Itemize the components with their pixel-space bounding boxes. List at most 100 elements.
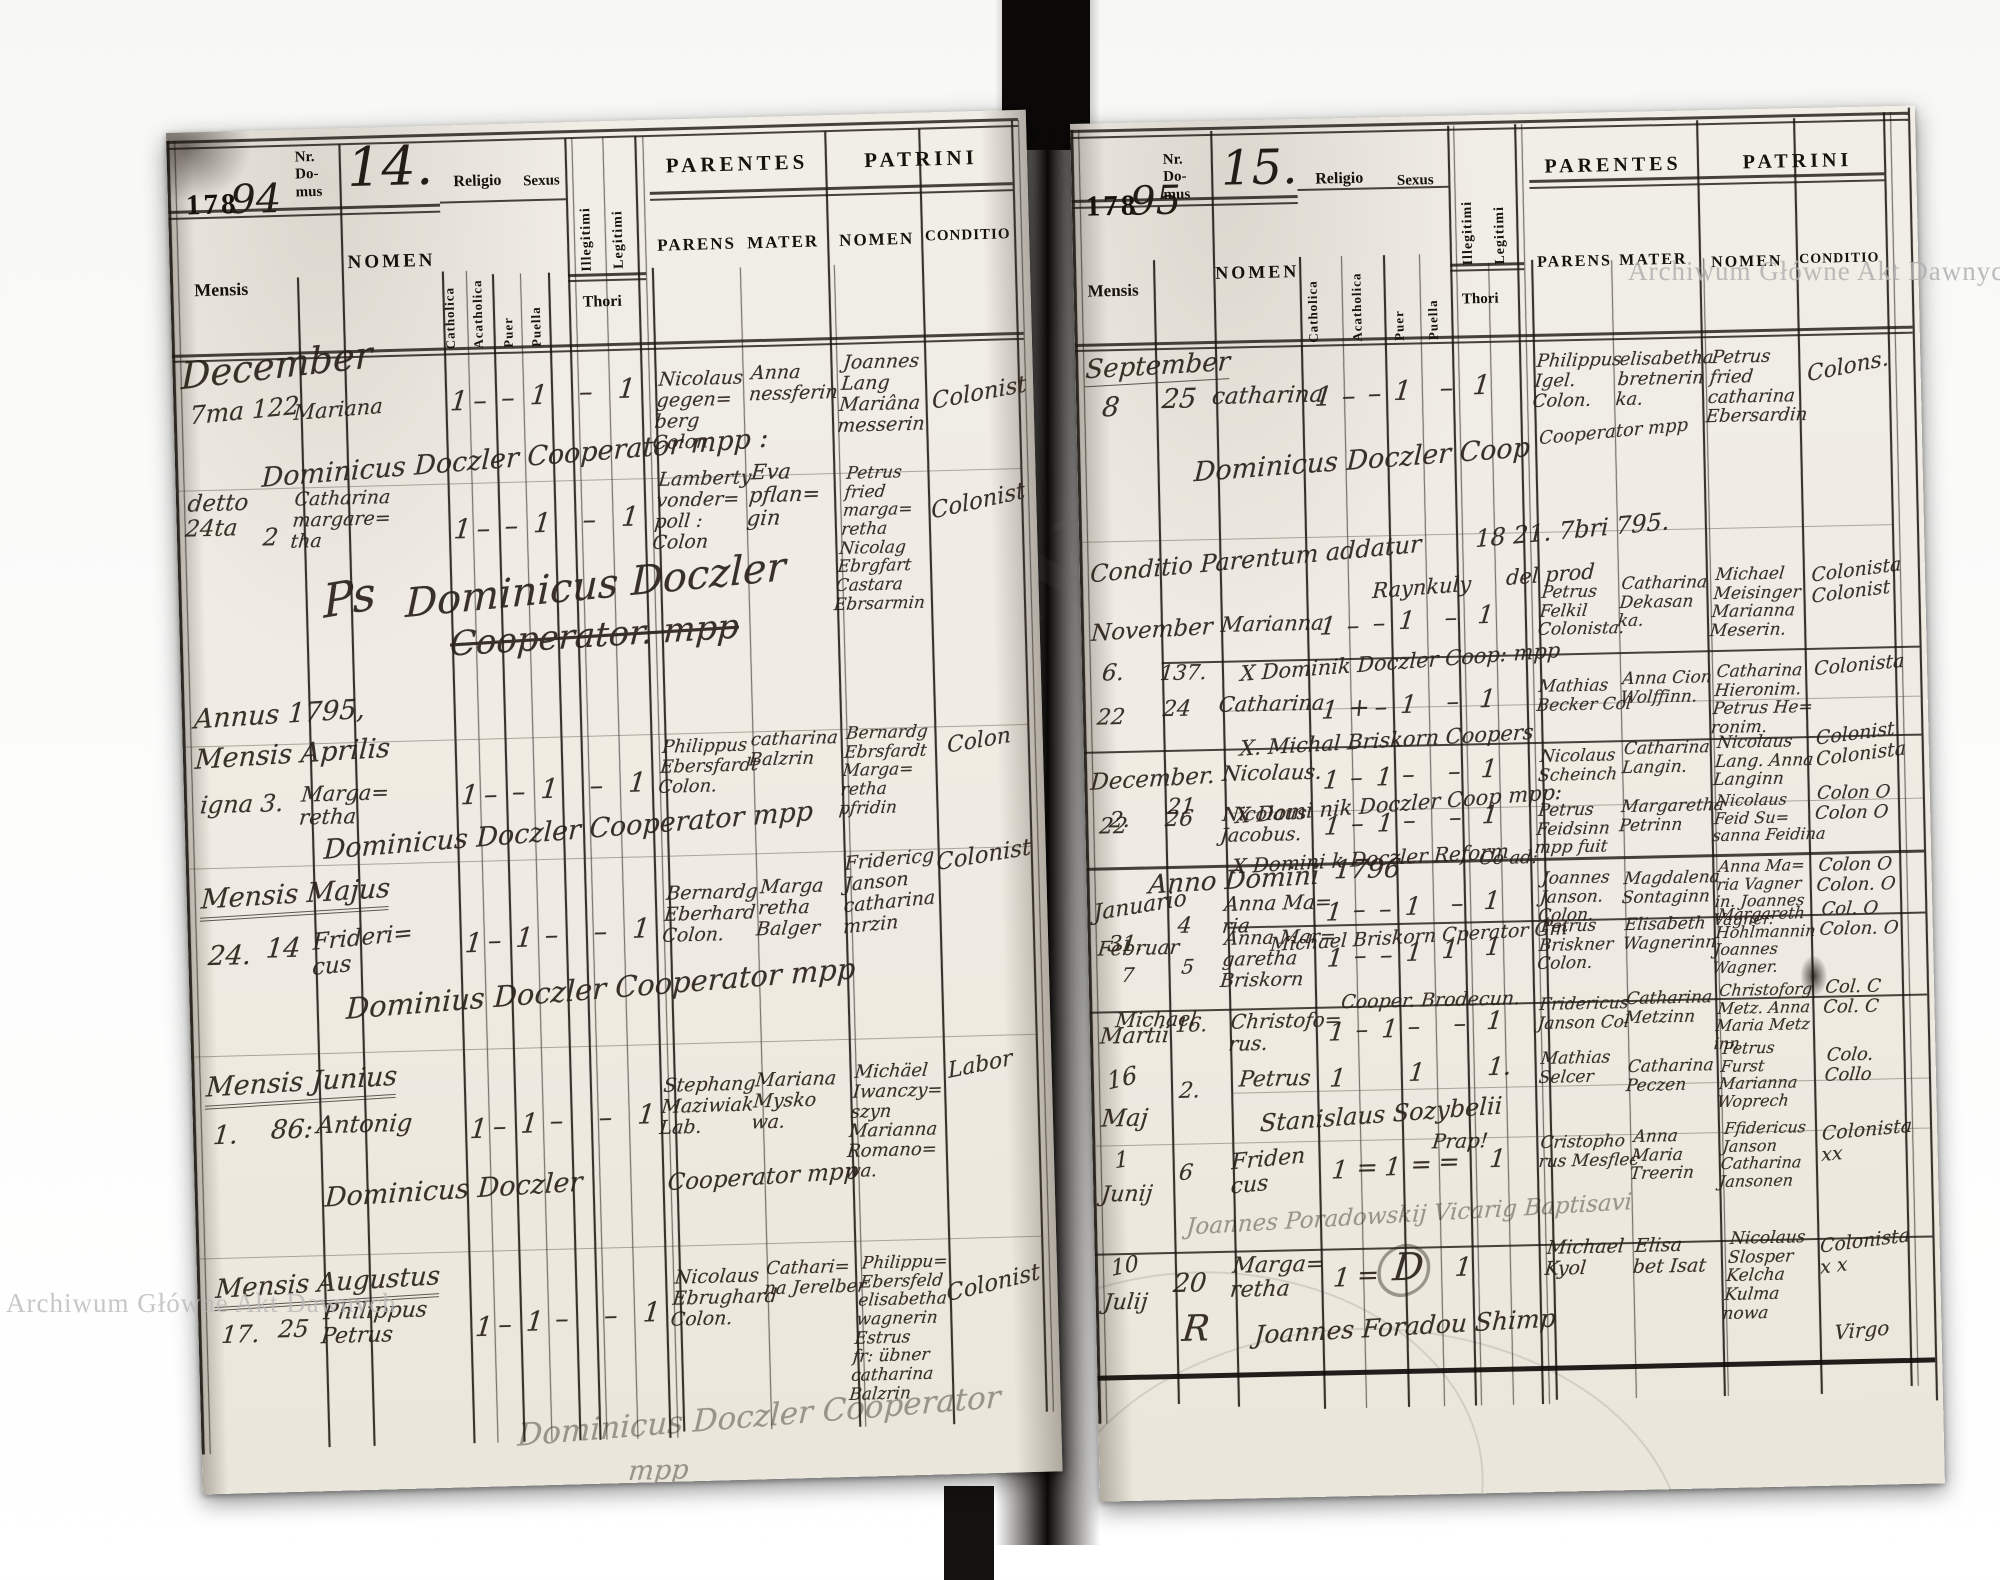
handwriting-entry: 7 <box>1120 962 1136 988</box>
handwriting-entry: – <box>1349 808 1366 839</box>
handwriting-entry: 1 <box>1453 1252 1474 1283</box>
handwriting-entry: 1 <box>1479 753 1499 784</box>
handwriting-entry: – <box>553 1303 571 1335</box>
row-rule <box>649 182 1013 195</box>
sexus-header: Sexus <box>522 172 560 190</box>
handwriting-entry: 18 21. 7bri 795. <box>1474 507 1670 554</box>
handwriting-entry: 1 <box>473 1311 495 1344</box>
handwriting-entry: Stephang Maziwiak Lab. <box>658 1072 757 1139</box>
handwriting-entry: Ps <box>321 565 377 629</box>
handwriting-entry: 6. <box>1100 659 1126 687</box>
patrini-nomen-header: NOMEN <box>838 228 915 250</box>
handwriting-entry: 1 <box>1485 1005 1505 1036</box>
handwriting-entry: Co ad: <box>1478 846 1539 870</box>
handwriting-entry: Martii <box>1098 1023 1171 1050</box>
handwriting-entry: Ffidericus Janson Catharina Jansonen <box>1718 1117 1808 1191</box>
handwriting-entry: Colonist <box>935 834 1032 877</box>
handwriting-entry: – <box>496 1309 514 1341</box>
register-page-right: 17895 Nr. Do- mus 15. NOMEN Mensis Relig… <box>1070 105 1945 1502</box>
handwriting-entry: Catharina margare= tha <box>289 486 392 553</box>
handwriting-entry: 1 <box>1313 381 1334 413</box>
handwriting-entry: 24. <box>206 939 253 973</box>
handwriting-entry: Mensis Majus <box>199 873 391 922</box>
handwriting-entry: Dominicus Doczler Cooperator mpp <box>323 795 814 866</box>
handwriting-entry: 1 <box>1476 599 1496 630</box>
handwriting-entry: 1 <box>1325 943 1345 973</box>
handwriting-entry: 1 <box>1321 765 1341 795</box>
handwriting-entry: – <box>482 779 500 811</box>
religio-header: Religio <box>453 171 502 191</box>
handwriting-entry: 1 <box>1478 683 1498 714</box>
handwriting-entry: September <box>1084 346 1232 387</box>
parentes-header: PARENTES <box>665 149 809 178</box>
folio-number: 15. <box>1220 139 1298 197</box>
handwriting-entry: – <box>1351 894 1368 925</box>
handwriting-entry: Virgo <box>1834 1315 1890 1345</box>
year-handwritten: 94 <box>229 176 282 224</box>
handwriting-entry: Mathias Selcer <box>1537 1047 1612 1088</box>
handwriting-entry: 1 <box>620 501 641 533</box>
handwriting-entry: Nicolaus Lang. Anna Langinn <box>1712 731 1815 791</box>
handwriting-entry: 2. <box>1177 1078 1202 1104</box>
handwriting-entry: 1 <box>1318 611 1338 641</box>
religio-header: Religio <box>1315 169 1364 188</box>
nomen-header: NOMEN <box>347 249 436 274</box>
handwriting-entry: 1 <box>1330 1155 1350 1185</box>
handwriting-entry: Dominicus Doczler Coop <box>1193 432 1531 489</box>
handwriting-entry: igna 3. <box>198 789 285 820</box>
handwriting-entry: 137. <box>1158 660 1209 686</box>
handwriting-entry: 1 <box>519 1108 540 1140</box>
handwriting-entry: Bernardg Ebrsfardt Marga= retha pfridin <box>838 721 929 819</box>
handwriting-entry: – <box>499 382 517 415</box>
handwriting-entry: Nicolaus Feid Su= sanna Feidina <box>1711 789 1827 846</box>
handwriting-entry: Lamberty vonder= poll : Colon <box>651 466 753 554</box>
handwriting-entry: 1 <box>1440 934 1460 965</box>
handwriting-entry: Antonig <box>315 1108 414 1140</box>
handwriting-entry: 1 <box>1399 689 1419 719</box>
handwriting-entry: December <box>180 332 373 399</box>
handwriting-entry: 1 <box>1397 605 1417 635</box>
handwriting-entry: – <box>1406 1011 1422 1041</box>
nomen-header: NOMEN <box>1215 261 1300 283</box>
handwriting-entry: 17. <box>220 1319 262 1349</box>
handwriting-entry: Michael Kyol <box>1543 1235 1626 1280</box>
handwriting-entry: 1. <box>211 1120 240 1152</box>
handwriting-entry: Petrus fried catharina Ebersardin <box>1704 345 1809 428</box>
handwriting-entry: Magdalena Sontaginn <box>1620 866 1721 908</box>
puer-column-header: Puer <box>1391 309 1407 342</box>
illegitimi-column-header: Illegitimi <box>1459 200 1477 266</box>
handwriting-entry: = <box>1409 1149 1434 1179</box>
handwriting-entry: Dominius Doczler Cooperator mpp <box>345 951 857 1026</box>
handwriting-entry: Maj <box>1100 1103 1150 1133</box>
handwriting-entry: 1 <box>1480 799 1500 830</box>
illegitimi-column-header: Illegitimi <box>578 207 595 272</box>
handwriting-entry: Christofo= rus. <box>1227 1007 1343 1056</box>
handwriting-entry: Colonist Colonista <box>1815 717 1906 771</box>
handwriting-entry: – <box>581 504 598 536</box>
handwriting-entry: Cooperator mpp <box>666 1158 860 1197</box>
handwriting-entry: Annus 1795, <box>193 693 366 736</box>
handwriting-entry: Nicolaus. <box>1221 759 1324 786</box>
handwriting-entry: Catharina <box>1217 690 1326 717</box>
handwriting-entry: Marga= retha <box>1228 1251 1326 1304</box>
handwriting-entry: Bernardg Eberhard Colon. <box>661 880 759 947</box>
handwriting-entry: 1 <box>631 913 652 945</box>
handwriting-entry: mpp <box>626 1454 691 1488</box>
handwriting-entry: 1 <box>1375 808 1395 838</box>
handwriting-entry: Philippus Igel. Colon. <box>1531 348 1623 412</box>
handwriting-entry: X Dominik Doczler Coop: mpp <box>1239 637 1561 686</box>
handwriting-entry: Cooperator mpp <box>1538 414 1689 450</box>
handwriting-entry: – <box>471 385 489 417</box>
register-page-left: 17894 Nr. Do- mus 14. NOMEN Mensis Relig… <box>166 109 1063 1495</box>
handwriting-entry: 1 <box>1380 1014 1400 1044</box>
handwriting-entry: 1 <box>1404 937 1424 967</box>
thori-header: Thori <box>582 292 623 311</box>
handwriting-entry: Colonista x x <box>1820 1224 1910 1279</box>
handwriting-entry: Catharina Hieronim. Petrus He= ronim. <box>1709 660 1814 739</box>
handwriting-entry: 1 <box>448 385 470 418</box>
handwriting-entry: – <box>597 1102 614 1134</box>
handwriting-entry: 2 <box>261 523 280 552</box>
handwriting-entry: Petrus fried marga= retha Nicolag Ebrgfa… <box>833 462 926 615</box>
handwriting-entry: 1 <box>539 773 560 806</box>
handwriting-entry: Petrus Felkil Colonista. <box>1536 581 1626 641</box>
